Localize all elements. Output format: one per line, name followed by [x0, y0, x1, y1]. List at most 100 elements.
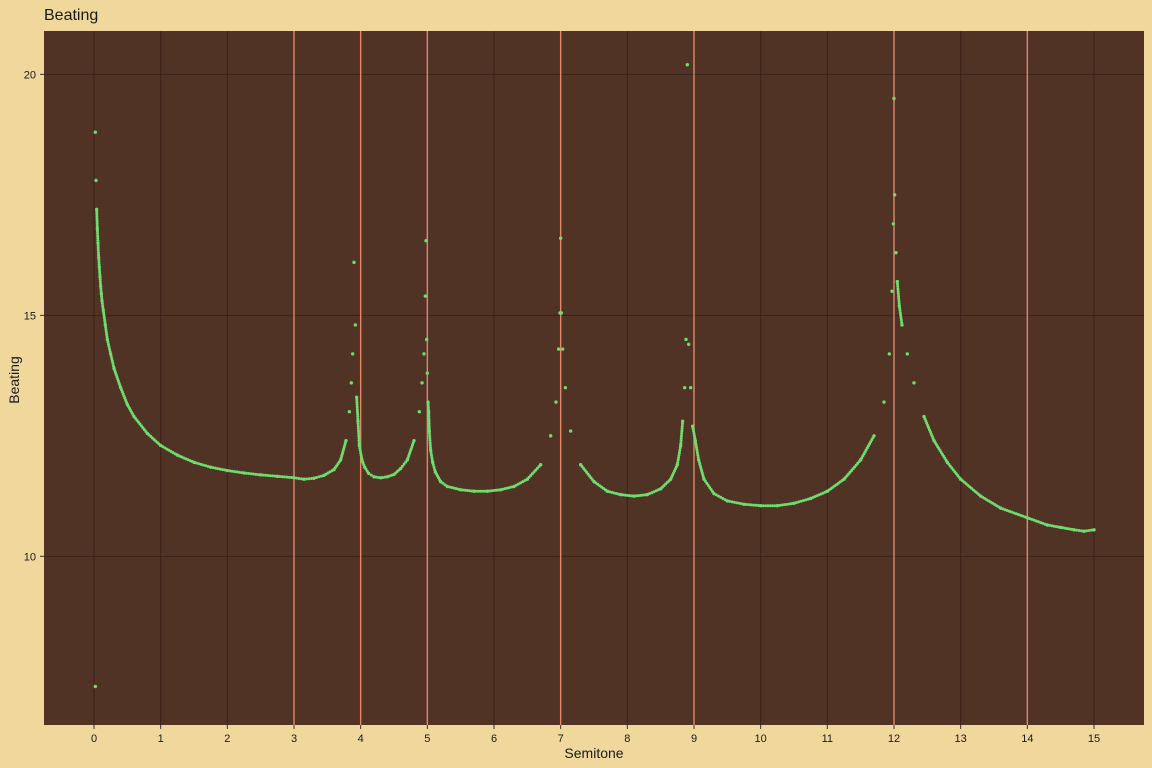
data-point	[98, 272, 102, 276]
data-point	[802, 499, 806, 503]
data-point	[742, 502, 746, 506]
data-point	[744, 502, 748, 506]
data-point	[430, 460, 435, 465]
data-point	[355, 403, 359, 407]
data-point	[431, 463, 435, 467]
data-point	[426, 403, 430, 407]
data-point	[632, 494, 636, 498]
x-tick-label: 0	[91, 733, 97, 745]
data-point	[519, 481, 523, 485]
data-point	[559, 311, 564, 315]
data-point	[882, 400, 886, 404]
x-tick-label: 12	[888, 733, 900, 745]
data-point	[95, 229, 99, 233]
data-point	[356, 415, 360, 419]
plot-panel	[44, 31, 1144, 725]
data-point	[357, 431, 361, 435]
data-point	[787, 502, 791, 506]
y-tick-label: 10	[24, 551, 36, 563]
data-point	[721, 496, 725, 500]
data-point	[428, 439, 432, 443]
data-point	[95, 212, 99, 216]
data-point	[677, 451, 681, 455]
data-point	[763, 504, 767, 508]
data-point	[218, 467, 222, 471]
data-point	[110, 359, 114, 363]
data-point	[428, 431, 431, 435]
data-point	[538, 463, 543, 467]
data-point	[488, 489, 492, 493]
data-point	[890, 289, 894, 293]
x-tick-label: 6	[491, 733, 497, 745]
data-point	[96, 251, 100, 255]
data-point	[634, 494, 638, 498]
data-point	[356, 422, 360, 426]
data-point	[896, 289, 900, 293]
data-point	[423, 294, 428, 298]
data-point	[693, 438, 698, 443]
data-point	[104, 325, 108, 329]
data-point	[275, 474, 280, 479]
data-point	[896, 292, 900, 296]
data-point	[106, 342, 110, 346]
data-point	[897, 296, 901, 300]
data-point	[749, 503, 753, 507]
data-point	[225, 468, 230, 473]
data-point	[213, 466, 217, 470]
data-point	[320, 474, 323, 478]
x-tick-label: 2	[224, 733, 230, 745]
data-point	[254, 472, 258, 476]
reference-lines	[293, 31, 1029, 725]
data-point	[102, 316, 106, 320]
data-point	[682, 385, 687, 390]
x-tick-label: 13	[955, 733, 967, 745]
data-point	[494, 488, 498, 492]
data-point	[95, 210, 99, 214]
data-point	[1054, 525, 1058, 529]
data-point	[355, 407, 359, 411]
data-point	[355, 398, 359, 402]
data-point	[94, 207, 99, 212]
x-tick-label: 11	[822, 733, 833, 745]
data-point	[425, 371, 430, 375]
data-point	[696, 453, 700, 457]
data-point	[427, 429, 432, 433]
data-point	[676, 458, 680, 462]
data-point	[887, 352, 892, 356]
data-point	[679, 434, 683, 438]
data-point	[344, 438, 348, 443]
data-point	[896, 284, 900, 288]
data-point	[402, 462, 406, 466]
data-point	[719, 495, 723, 499]
data-point	[268, 474, 272, 478]
data-point	[242, 471, 246, 475]
x-tick-label: 8	[624, 733, 630, 745]
data-point	[361, 460, 365, 464]
data-point	[216, 467, 220, 471]
data-point	[354, 395, 359, 399]
data-point	[623, 493, 627, 497]
data-point	[197, 462, 201, 466]
data-point	[897, 304, 902, 308]
data-point	[98, 270, 102, 274]
data-point	[101, 308, 106, 313]
data-point	[266, 473, 270, 477]
data-point	[485, 489, 490, 493]
data-point	[799, 499, 803, 503]
x-tick-label: 9	[691, 733, 697, 745]
data-point	[100, 301, 104, 305]
data-point	[695, 446, 699, 450]
data-point	[716, 494, 720, 498]
data-point	[428, 443, 432, 447]
data-point	[568, 429, 573, 433]
data-point	[102, 313, 106, 317]
data-point	[100, 299, 104, 303]
data-point	[680, 424, 684, 428]
data-point	[695, 448, 699, 452]
data-point	[754, 503, 758, 507]
data-point	[427, 407, 430, 411]
data-point	[479, 489, 483, 493]
data-point	[95, 224, 99, 228]
data-point	[107, 345, 111, 349]
data-point	[357, 443, 362, 448]
